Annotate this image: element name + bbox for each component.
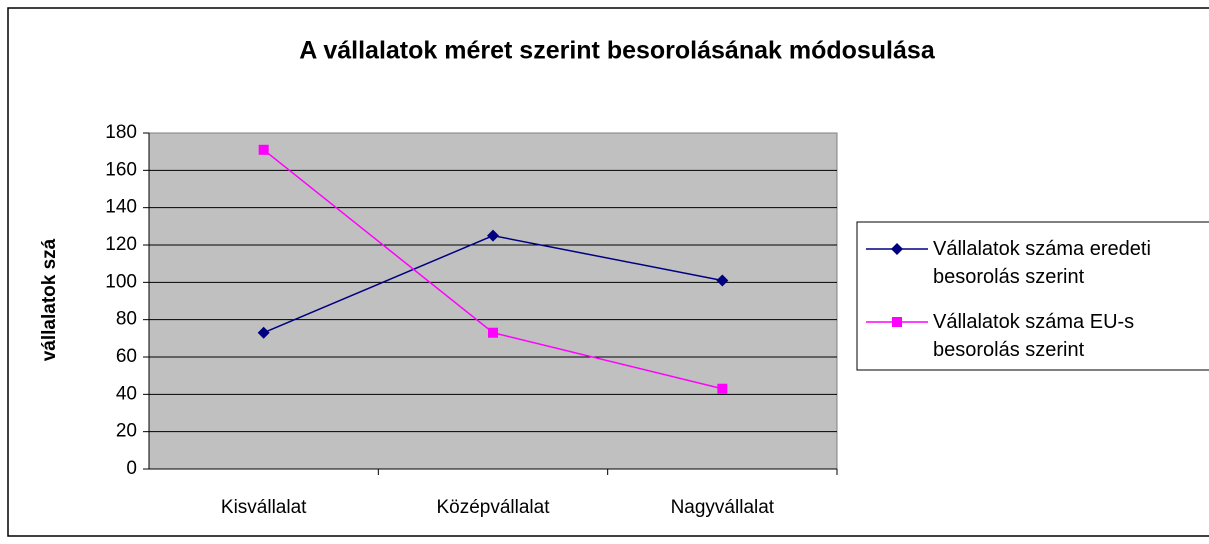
- y-tick-label: 40: [116, 383, 137, 404]
- y-tick-label: 80: [116, 309, 137, 330]
- marker: [891, 243, 903, 255]
- y-tick-label: 60: [116, 346, 137, 367]
- marker: [892, 317, 902, 327]
- y-tick-label: 0: [126, 458, 137, 479]
- y-tick-label: 120: [105, 234, 137, 255]
- marker: [716, 274, 729, 287]
- y-axis-label: vállalatok szá: [39, 238, 60, 361]
- chart-title: A vállalatok méret szerint besorolásának…: [299, 37, 936, 65]
- marker: [258, 144, 269, 155]
- y-tick-label: 140: [105, 197, 137, 218]
- y-tick-label: 100: [105, 271, 137, 292]
- legend-label: Vállalatok száma eredeti besorolás szeri…: [933, 238, 1151, 288]
- marker: [487, 229, 499, 242]
- marker: [488, 327, 498, 338]
- x-tick-label: Középvállalat: [436, 497, 550, 518]
- x-tick-label: Kisvállalat: [221, 497, 307, 518]
- marker: [717, 383, 728, 394]
- legend-label: Vállalatok száma EU-s besorolás szerint: [933, 311, 1135, 361]
- y-tick-label: 160: [105, 159, 137, 180]
- y-tick-label: 180: [105, 122, 137, 143]
- x-tick-label: Nagyvállalat: [671, 497, 775, 518]
- legend-box: [856, 221, 1209, 371]
- y-tick-label: 20: [116, 421, 137, 442]
- marker: [257, 326, 270, 339]
- plot-area: [148, 132, 838, 470]
